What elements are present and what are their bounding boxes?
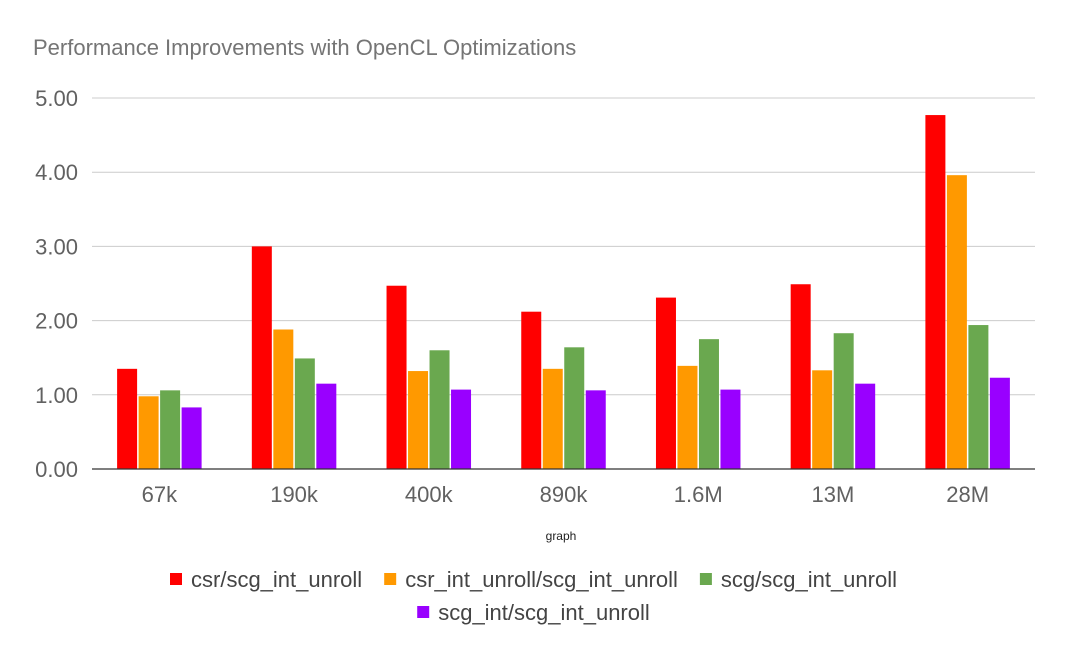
bar <box>251 246 272 469</box>
bar <box>386 285 407 469</box>
y-tick-label: 4.00 <box>35 160 78 185</box>
gridlines <box>92 97 1035 396</box>
x-axis-label: graph <box>546 529 577 543</box>
y-tick-label: 5.00 <box>35 86 78 111</box>
x-axis-ticks: 67k 190k 400k 890k 1.6M 13M 28M <box>142 482 989 507</box>
x-tick-label: 400k <box>405 482 454 507</box>
bar <box>946 175 967 469</box>
legend-item: scg/scg_int_unroll <box>699 567 897 592</box>
bar <box>542 368 563 469</box>
legend-label: scg_int/scg_int_unroll <box>438 600 650 625</box>
x-tick-label: 28M <box>946 482 989 507</box>
chart-title: Performance Improvements with OpenCL Opt… <box>33 35 576 60</box>
bar <box>138 396 159 469</box>
bar <box>812 370 833 469</box>
bar <box>585 390 606 469</box>
bar <box>316 383 337 469</box>
bar <box>698 339 719 469</box>
legend: csr/scg_int_unroll csr_int_unroll/scg_int… <box>170 567 897 625</box>
legend-item: scg_int/scg_int_unroll <box>417 600 650 625</box>
bar <box>968 325 989 469</box>
bar <box>294 358 315 469</box>
legend-swatch <box>417 606 430 618</box>
x-tick-label: 190k <box>270 482 319 507</box>
legend-label: csr/scg_int_unroll <box>191 567 362 592</box>
bar <box>181 407 202 469</box>
legend-label: scg/scg_int_unroll <box>721 567 897 592</box>
y-axis-ticks: 0.00 1.00 2.00 3.00 4.00 5.00 <box>35 86 78 482</box>
bar <box>408 371 429 469</box>
bar <box>117 368 138 469</box>
bar <box>989 377 1010 469</box>
legend-item: csr_int_unroll/scg_int_unroll <box>384 567 678 592</box>
bar <box>720 389 741 469</box>
legend-swatch <box>170 573 182 585</box>
bar <box>273 329 294 469</box>
legend-item: csr/scg_int_unroll <box>170 567 362 592</box>
bar <box>655 297 676 469</box>
bar <box>855 383 876 469</box>
x-tick-label: 890k <box>540 482 589 507</box>
legend-swatch <box>699 573 712 585</box>
bar <box>429 350 450 469</box>
x-tick-label: 1.6M <box>674 482 723 507</box>
legend-swatch <box>384 573 397 585</box>
bar <box>790 284 811 469</box>
bar <box>564 347 585 469</box>
bar <box>677 365 698 469</box>
bar <box>833 333 854 469</box>
bar <box>451 389 472 469</box>
x-tick-label: 67k <box>142 482 178 507</box>
x-tick-label: 13M <box>812 482 855 507</box>
bars <box>117 115 1010 469</box>
y-tick-label: 0.00 <box>35 457 78 482</box>
legend-label: csr_int_unroll/scg_int_unroll <box>405 567 678 592</box>
y-tick-label: 1.00 <box>35 383 78 408</box>
bar <box>925 115 946 469</box>
y-tick-label: 2.00 <box>35 309 78 334</box>
bar <box>521 311 542 469</box>
bar <box>160 390 181 469</box>
y-tick-label: 3.00 <box>35 234 78 259</box>
